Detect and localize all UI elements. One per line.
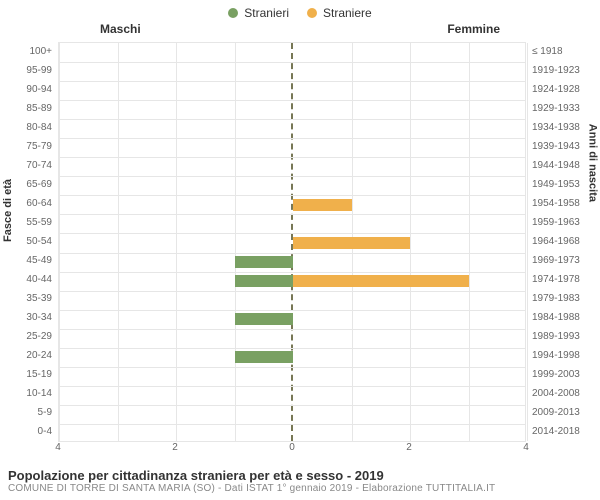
y-tick-age-5-9: 5-9 — [0, 408, 56, 418]
gridline-horizontal — [59, 405, 525, 406]
panel-titles: Maschi Femmine — [0, 20, 600, 36]
y-tick-age-0-4: 0-4 — [0, 427, 56, 437]
y-tick-birth-1944-1948: 1944-1948 — [528, 161, 600, 171]
y-tick-age-85-89: 85-89 — [0, 104, 56, 114]
gridline-horizontal — [59, 100, 525, 101]
gridline-horizontal — [59, 157, 525, 158]
y-tick-birth-1934-1938: 1934-1938 — [528, 123, 600, 133]
panel-title-left: Maschi — [100, 22, 141, 36]
gridline-vertical — [410, 43, 411, 441]
y-tick-age-80-84: 80-84 — [0, 123, 56, 133]
y-tick-age-35-39: 35-39 — [0, 294, 56, 304]
bar-female-50-54 — [293, 237, 410, 249]
y-tick-birth-1974-1978: 1974-1978 — [528, 275, 600, 285]
y-tick-age-55-59: 55-59 — [0, 218, 56, 228]
gridline-horizontal — [59, 386, 525, 387]
legend-swatch-males — [228, 8, 238, 18]
population-pyramid-chart: Stranieri Straniere Maschi Femmine Fasce… — [0, 0, 600, 500]
y-tick-birth-1929-1933: 1929-1933 — [528, 104, 600, 114]
caption-title: Popolazione per cittadinanza straniera p… — [8, 468, 592, 483]
y-tick-age-45-49: 45-49 — [0, 256, 56, 266]
bar-male-30-34 — [235, 313, 294, 325]
y-axis-right: 2014-2018 2009-2013 2004-2008 1999-2003 1994… — [528, 42, 600, 442]
gridline-horizontal — [59, 272, 525, 273]
plot-area — [58, 42, 526, 442]
y-tick-age-60-64: 60-64 — [0, 199, 56, 209]
gridline-vertical — [176, 43, 177, 441]
y-axis-left: 0-4 5-9 10-14 15-19 20-24 25-29 30-34 35-39 40-4… — [0, 42, 56, 442]
x-tick-2: 2 — [406, 442, 412, 453]
y-tick-birth-2009-2013: 2009-2013 — [528, 408, 600, 418]
panel-title-right: Femmine — [447, 22, 500, 36]
y-tick-age-95-99: 95-99 — [0, 66, 56, 76]
x-axis: 4 2 0 2 4 — [58, 442, 526, 458]
legend: Stranieri Straniere — [0, 0, 600, 20]
gridline-horizontal — [59, 348, 525, 349]
gridline-horizontal — [59, 195, 525, 196]
legend-label-males: Stranieri — [244, 6, 289, 20]
gridline-horizontal — [59, 367, 525, 368]
gridline-vertical — [235, 43, 236, 441]
y-tick-birth-1964-1968: 1964-1968 — [528, 237, 600, 247]
y-tick-birth-2014-2018: 2014-2018 — [528, 427, 600, 437]
gridline-vertical — [527, 43, 528, 441]
bar-male-45-49 — [235, 256, 294, 268]
y-tick-birth-1924-1928: 1924-1928 — [528, 85, 600, 95]
caption: Popolazione per cittadinanza straniera p… — [8, 468, 592, 494]
x-tick--4: 4 — [55, 442, 61, 453]
y-tick-age-30-34: 30-34 — [0, 313, 56, 323]
gridline-vertical — [59, 43, 60, 441]
gridline-horizontal — [59, 214, 525, 215]
y-tick-birth-1989-1993: 1989-1993 — [528, 332, 600, 342]
gridline-horizontal — [59, 253, 525, 254]
y-tick-age-75-79: 75-79 — [0, 142, 56, 152]
y-tick-birth-1959-1963: 1959-1963 — [528, 218, 600, 228]
gridline-horizontal — [59, 138, 525, 139]
gridline-horizontal — [59, 329, 525, 330]
y-tick-age-50-54: 50-54 — [0, 237, 56, 247]
gridline-horizontal — [59, 233, 525, 234]
gridline-horizontal — [59, 176, 525, 177]
y-tick-birth-1954-1958: 1954-1958 — [528, 199, 600, 209]
legend-swatch-females — [307, 8, 317, 18]
y-tick-age-20-24: 20-24 — [0, 351, 56, 361]
y-tick-age-10-14: 10-14 — [0, 389, 56, 399]
gridline-horizontal — [59, 424, 525, 425]
caption-subtitle: COMUNE DI TORRE DI SANTA MARIA (SO) - Da… — [8, 483, 592, 494]
y-tick-birth-1939-1943: 1939-1943 — [528, 142, 600, 152]
y-tick-age-40-44: 40-44 — [0, 275, 56, 285]
y-tick-birth-1949-1953: 1949-1953 — [528, 180, 600, 190]
y-tick-birth-1919-1923: 1919-1923 — [528, 66, 600, 76]
y-tick-age-100+: 100+ — [0, 47, 56, 57]
gridline-vertical — [118, 43, 119, 441]
gridline-horizontal — [59, 81, 525, 82]
gridline-horizontal — [59, 310, 525, 311]
y-tick-age-65-69: 65-69 — [0, 180, 56, 190]
y-tick-birth-1969-1973: 1969-1973 — [528, 256, 600, 266]
bar-male-40-44 — [235, 275, 294, 287]
legend-item-females: Straniere — [307, 6, 372, 20]
y-tick-age-15-19: 15-19 — [0, 370, 56, 380]
bar-female-60-64 — [293, 199, 352, 211]
gridline-vertical — [469, 43, 470, 441]
y-tick-birth-1979-1983: 1979-1983 — [528, 294, 600, 304]
y-tick-birth-1999-2003: 1999-2003 — [528, 370, 600, 380]
legend-item-males: Stranieri — [228, 6, 289, 20]
y-tick-age-25-29: 25-29 — [0, 332, 56, 342]
y-tick-age-70-74: 70-74 — [0, 161, 56, 171]
x-tick-0: 0 — [289, 442, 295, 453]
y-tick-birth-1984-1988: 1984-1988 — [528, 313, 600, 323]
x-tick--2: 2 — [172, 442, 178, 453]
y-tick-age-90-94: 90-94 — [0, 85, 56, 95]
gridline-horizontal — [59, 62, 525, 63]
gridline-horizontal — [59, 291, 525, 292]
y-tick-birth-≤ 1918: ≤ 1918 — [528, 47, 600, 57]
legend-label-females: Straniere — [323, 6, 372, 20]
x-tick-4: 4 — [523, 442, 529, 453]
bar-female-40-44 — [293, 275, 469, 287]
y-tick-birth-1994-1998: 1994-1998 — [528, 351, 600, 361]
y-tick-birth-2004-2008: 2004-2008 — [528, 389, 600, 399]
gridline-horizontal — [59, 119, 525, 120]
bar-male-20-24 — [235, 351, 294, 363]
